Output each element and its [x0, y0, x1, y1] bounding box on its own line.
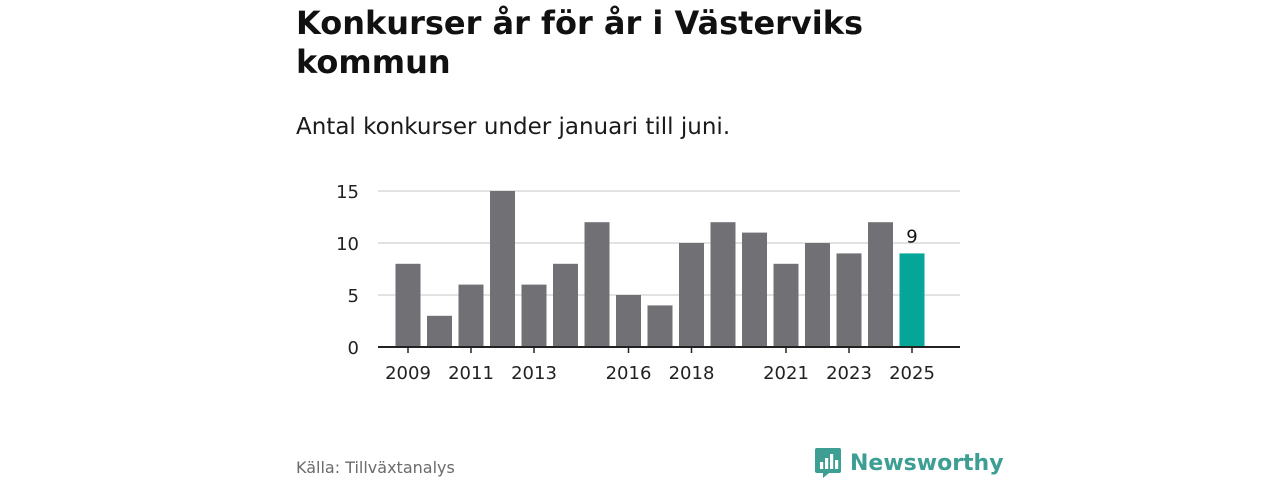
x-tick-label-2023: 2023 — [826, 363, 872, 384]
source-note: Källa: Tillväxtanalys — [296, 458, 455, 477]
bar-2009 — [395, 263, 421, 347]
bar-2018 — [679, 243, 704, 347]
bar-2012 — [490, 191, 515, 347]
bars — [395, 191, 925, 347]
brand-name: Newsworthy — [850, 450, 1004, 476]
x-tick-label-2009: 2009 — [385, 363, 431, 384]
x-tick-label-2016: 2016 — [606, 363, 652, 384]
bar-2010 — [427, 315, 452, 347]
x-tick-label-2021: 2021 — [763, 363, 809, 384]
bar-2019 — [710, 222, 736, 347]
x-tick-label-2013: 2013 — [511, 363, 557, 384]
bar-2025 — [899, 253, 925, 347]
data-label-2025: 9 — [906, 226, 917, 247]
y-tick-label-0: 0 — [348, 338, 359, 359]
bar-2023 — [836, 253, 862, 347]
x-tick-label-2025: 2025 — [889, 363, 935, 384]
x-tick-label-2018: 2018 — [669, 363, 715, 384]
chart-card: Konkurser år för år i Västerviks kommun … — [296, 0, 1004, 480]
bar-2011 — [458, 284, 484, 347]
chart-subtitle: Antal konkurser under januari till juni. — [296, 114, 731, 140]
bar-2015 — [584, 222, 610, 347]
x-tick-label-2011: 2011 — [448, 363, 494, 384]
y-tick-label-15: 15 — [336, 182, 359, 203]
bar-2024 — [868, 222, 893, 347]
chart-title: Konkurser år för år i Västerviks kommun — [296, 4, 864, 81]
bar-2020 — [742, 232, 767, 347]
bar-2013 — [521, 284, 547, 347]
bar-chart: 0 5 10 15 2009 2011 2013 2016 2018 2021 2023 2025 9 — [336, 182, 960, 384]
bar-2014 — [553, 263, 578, 347]
brand-logo: Newsworthy — [814, 446, 1004, 480]
y-tick-label-5: 5 — [348, 286, 359, 307]
x-axis — [378, 346, 960, 353]
labels: 0 5 10 15 2009 2011 2013 2016 2018 2021 2023 2025 9 — [336, 182, 935, 384]
bar-2016 — [616, 295, 641, 347]
bar-2017 — [647, 305, 673, 347]
bar-2021 — [773, 263, 799, 347]
bar-chart-speech-bubble-icon — [815, 448, 841, 478]
y-tick-label-10: 10 — [336, 234, 359, 255]
bar-2022 — [805, 243, 830, 347]
